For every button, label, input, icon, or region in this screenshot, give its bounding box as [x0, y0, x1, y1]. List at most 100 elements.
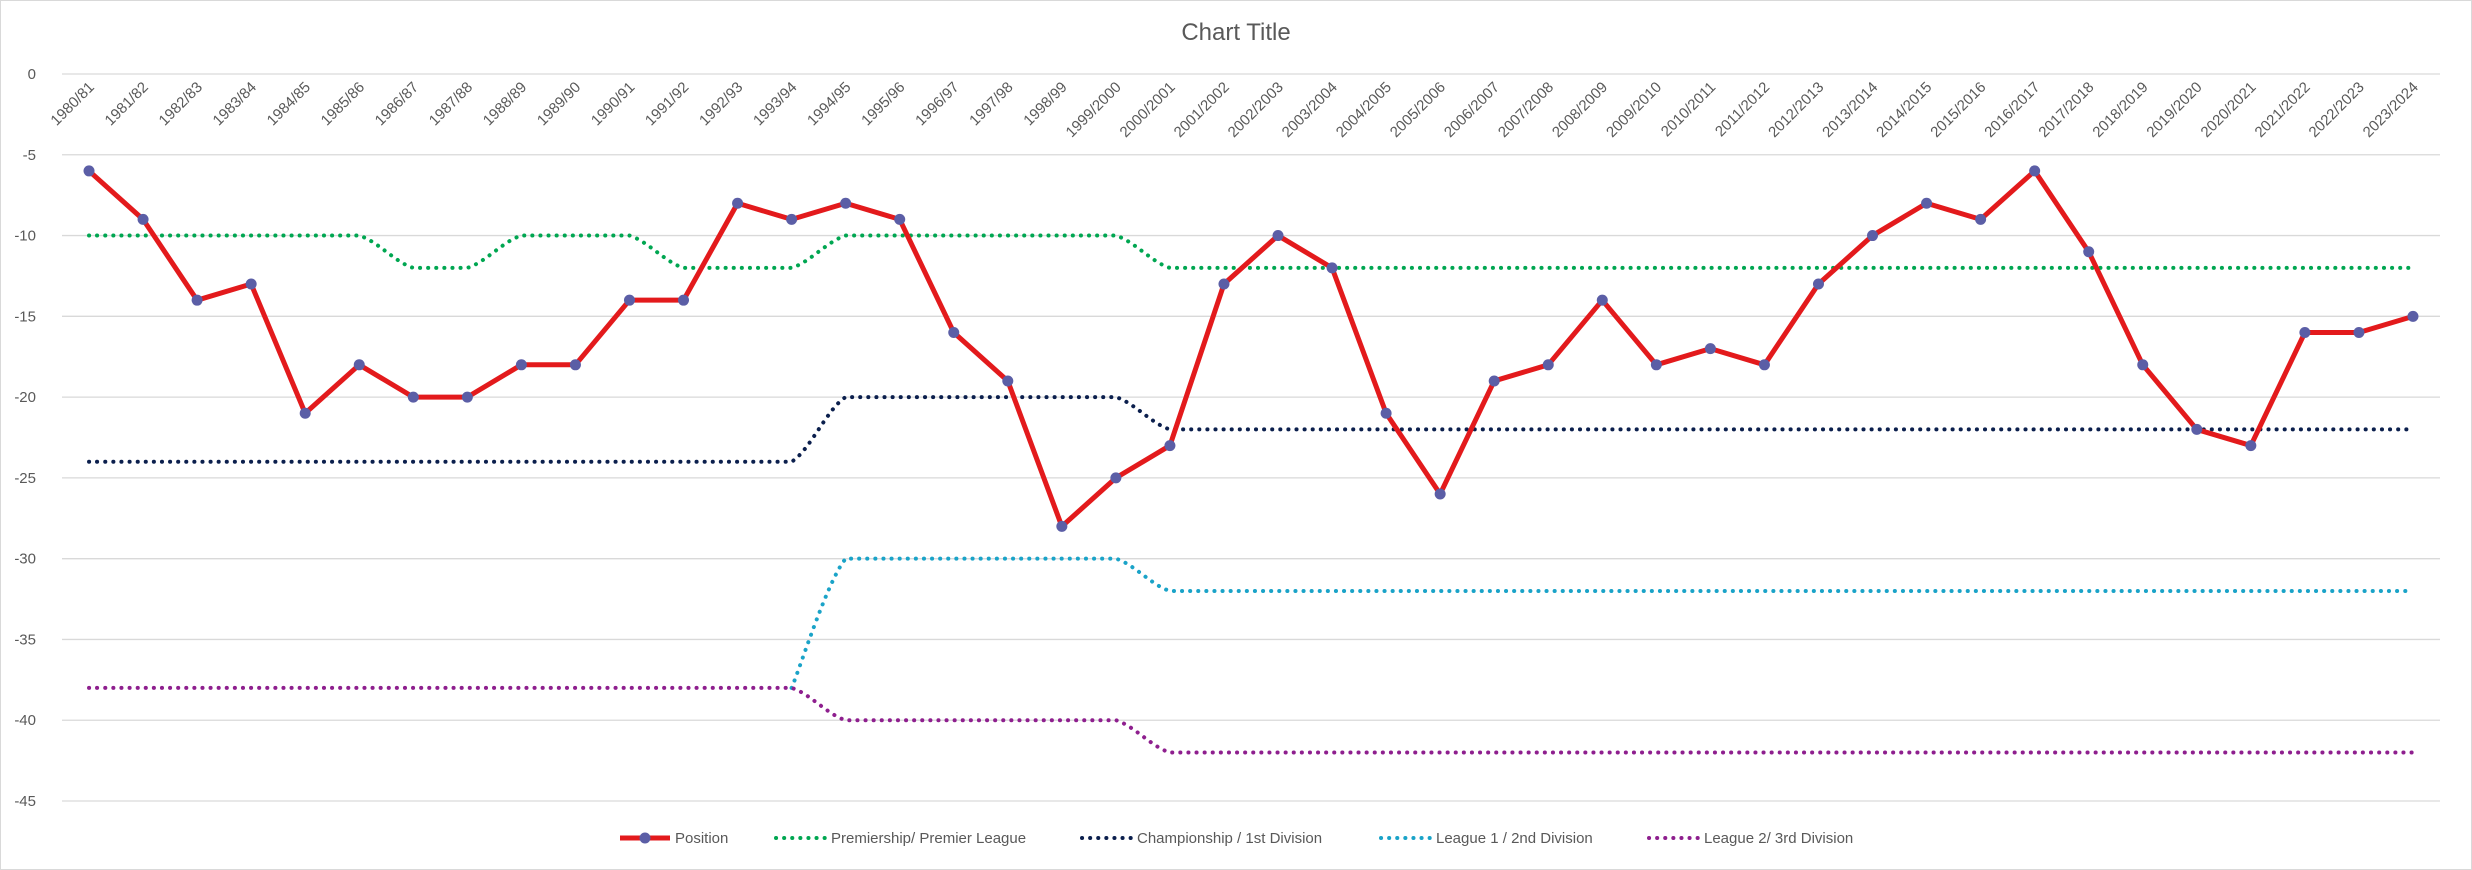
- x-axis-tick-labels: 1980/81 1981/82 1982/83 1983/84 1984/85 1985/…: [47, 79, 2421, 141]
- data-point: [2083, 246, 2095, 258]
- data-point: [1812, 278, 1824, 290]
- data-point: [1867, 230, 1879, 242]
- x-tick-label: 2000/2001: [1117, 79, 1179, 141]
- data-point: [461, 391, 473, 403]
- series-markers: [83, 165, 2419, 532]
- data-point: [299, 407, 311, 419]
- x-tick-label: 2020/2021: [2198, 79, 2260, 141]
- data-point: [569, 359, 581, 371]
- data-point: [2137, 359, 2149, 371]
- data-point: [1488, 375, 1500, 387]
- x-tick-label: 2005/2006: [1387, 79, 1449, 141]
- data-point: [948, 326, 960, 338]
- y-tick-label: -30: [14, 551, 36, 568]
- legend-label: League 2/ 3rd Division: [1704, 830, 1853, 847]
- data-point: [515, 359, 527, 371]
- gridlines: [62, 73, 2440, 802]
- y-tick-label: -20: [14, 389, 36, 406]
- x-tick-label: 1998/99: [1020, 79, 1070, 129]
- x-tick-label: 1992/93: [696, 79, 746, 129]
- data-point: [353, 359, 365, 371]
- y-tick-label: -10: [14, 228, 36, 245]
- data-point: [786, 213, 798, 225]
- data-point: [2299, 326, 2311, 338]
- y-tick-label: -40: [14, 712, 36, 729]
- y-tick-label: -45: [14, 793, 36, 810]
- x-tick-label: 2018/2019: [2089, 79, 2151, 141]
- x-tick-label: 1986/87: [372, 79, 422, 129]
- data-point: [678, 294, 690, 306]
- x-tick-label: 1999/2000: [1063, 79, 1125, 141]
- x-tick-label: 2017/2018: [2035, 79, 2097, 141]
- data-point: [407, 391, 419, 403]
- x-tick-label: 1987/88: [426, 79, 476, 129]
- x-tick-label: 1989/90: [534, 79, 584, 129]
- data-point: [1110, 472, 1122, 484]
- y-tick-label: -15: [14, 308, 36, 325]
- data-point: [191, 294, 203, 306]
- series-line: [87, 395, 2415, 464]
- data-point: [2407, 310, 2419, 322]
- y-tick-label: -35: [14, 631, 36, 648]
- data-point: [1542, 359, 1554, 371]
- legend-marker: [639, 832, 651, 844]
- x-tick-label: 1981/82: [102, 79, 152, 129]
- x-tick-label: 2008/2009: [1549, 79, 1611, 141]
- data-point: [1326, 262, 1338, 274]
- data-point: [1758, 359, 1770, 371]
- x-tick-label: 1997/98: [966, 79, 1016, 129]
- data-point: [2029, 165, 2041, 177]
- series-line: [87, 168, 2414, 529]
- data-point: [623, 294, 635, 306]
- data-point: [1164, 440, 1176, 452]
- x-tick-label: 1985/86: [318, 79, 368, 129]
- legend-label: Premiership/ Premier League: [831, 830, 1026, 847]
- data-point: [1434, 488, 1446, 500]
- x-tick-label: 1991/92: [642, 79, 692, 129]
- data-point: [1921, 197, 1933, 209]
- legend-label: Championship / 1st Division: [1137, 830, 1322, 847]
- x-tick-label: 1980/81: [47, 79, 97, 129]
- x-tick-label: 1993/94: [750, 79, 800, 129]
- series-line: [87, 685, 2415, 755]
- x-tick-label: 2012/2013: [1765, 79, 1827, 141]
- x-tick-label: 1994/95: [804, 79, 854, 129]
- legend-label: League 1 / 2nd Division: [1436, 830, 1593, 847]
- x-tick-label: 2019/2020: [2143, 79, 2205, 141]
- x-tick-label: 2015/2016: [1927, 79, 1989, 141]
- data-point: [1002, 375, 1014, 387]
- x-tick-label: 2006/2007: [1441, 79, 1503, 141]
- x-tick-label: 2003/2004: [1279, 79, 1341, 141]
- x-tick-label: 2022/2023: [2306, 79, 2368, 141]
- data-point: [1975, 213, 1987, 225]
- x-tick-label: 2007/2008: [1495, 79, 1557, 141]
- x-tick-label: 1988/89: [480, 79, 530, 129]
- y-tick-label: -5: [23, 147, 36, 164]
- x-tick-label: 2010/2011: [1658, 79, 1719, 140]
- series-line: [87, 233, 2415, 270]
- data-point: [1704, 343, 1716, 355]
- x-tick-label: 1996/97: [912, 79, 962, 129]
- x-tick-label: 2021/2022: [2252, 79, 2314, 141]
- data-point: [1380, 407, 1392, 419]
- data-point: [2191, 423, 2203, 435]
- x-tick-label: 1982/83: [156, 79, 206, 129]
- data-point: [894, 213, 906, 225]
- x-tick-label: 2023/2024: [2360, 79, 2422, 141]
- x-tick-label: 1984/85: [264, 79, 314, 129]
- data-point: [83, 165, 95, 177]
- y-axis-tick-labels: 0 -5 -10 -15 -20 -25 -30 -35 -40 -45: [14, 66, 36, 810]
- data-point: [1056, 520, 1068, 532]
- x-tick-label: 2001/2002: [1171, 79, 1233, 141]
- x-tick-label: 2002/2003: [1225, 79, 1287, 141]
- data-point: [732, 197, 744, 209]
- y-tick-label: -25: [14, 470, 36, 487]
- x-tick-label: 2011/2012: [1712, 79, 1773, 140]
- data-point: [2245, 440, 2257, 452]
- x-tick-label: 1995/96: [858, 79, 908, 129]
- series-line: [789, 556, 2415, 690]
- legend: Position Premiership/ Premier League Champ…: [620, 830, 1853, 847]
- x-tick-label: 2009/2010: [1603, 79, 1665, 141]
